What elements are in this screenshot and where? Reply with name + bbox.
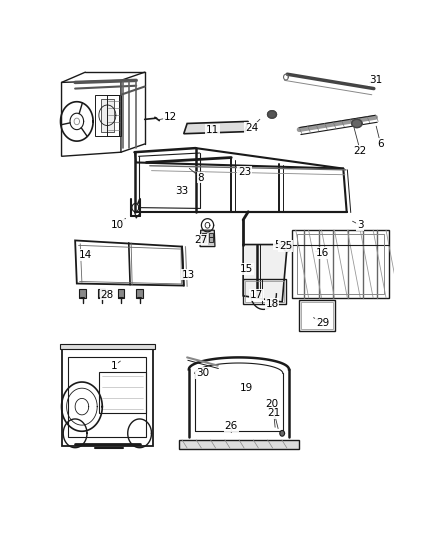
Text: 12: 12 [163,112,177,122]
Text: 20: 20 [265,399,279,409]
Text: 33: 33 [175,186,189,196]
Text: 1: 1 [111,361,117,370]
Bar [301,302,333,329]
Text: 29: 29 [316,318,329,327]
Text: 28: 28 [101,289,114,300]
Polygon shape [284,243,291,251]
Bar [179,440,299,449]
Bar [101,99,114,132]
Polygon shape [184,122,248,134]
Polygon shape [268,111,276,118]
Polygon shape [200,230,215,247]
Text: 22: 22 [353,146,367,156]
Bar [60,344,155,349]
Polygon shape [352,119,362,127]
Text: 19: 19 [240,383,253,393]
Bar [297,235,384,294]
Polygon shape [243,245,287,302]
Text: 30: 30 [196,368,209,378]
Text: 24: 24 [245,123,258,133]
Bar [79,289,86,298]
Text: 18: 18 [265,299,279,309]
Text: 25: 25 [279,241,292,251]
Bar [107,95,121,136]
Text: 26: 26 [225,421,238,431]
Text: 5: 5 [274,239,280,249]
Text: 31: 31 [369,75,382,85]
Text: 16: 16 [316,248,329,258]
Bar [245,281,284,302]
Bar [99,372,146,413]
Text: 10: 10 [111,220,124,230]
Bar [98,289,105,298]
Bar [117,289,124,298]
Text: 3: 3 [357,220,364,230]
Bar [68,358,146,438]
Bar [208,233,212,237]
Bar [136,289,143,298]
Bar [293,230,389,298]
Text: 23: 23 [238,167,251,177]
Bar [202,237,206,241]
Polygon shape [280,431,284,435]
Bar [95,95,119,136]
Text: 6: 6 [377,139,384,149]
Text: 15: 15 [240,264,253,274]
Text: 8: 8 [198,173,204,183]
Text: 11: 11 [206,125,219,135]
Bar [208,237,212,241]
Text: 17: 17 [250,290,263,300]
Text: 14: 14 [79,250,92,260]
Bar [61,349,153,446]
Text: 21: 21 [267,408,280,418]
Bar [243,279,286,304]
Bar [202,233,206,237]
Text: 27: 27 [194,235,207,245]
Bar [299,300,335,330]
Text: 13: 13 [182,270,195,279]
